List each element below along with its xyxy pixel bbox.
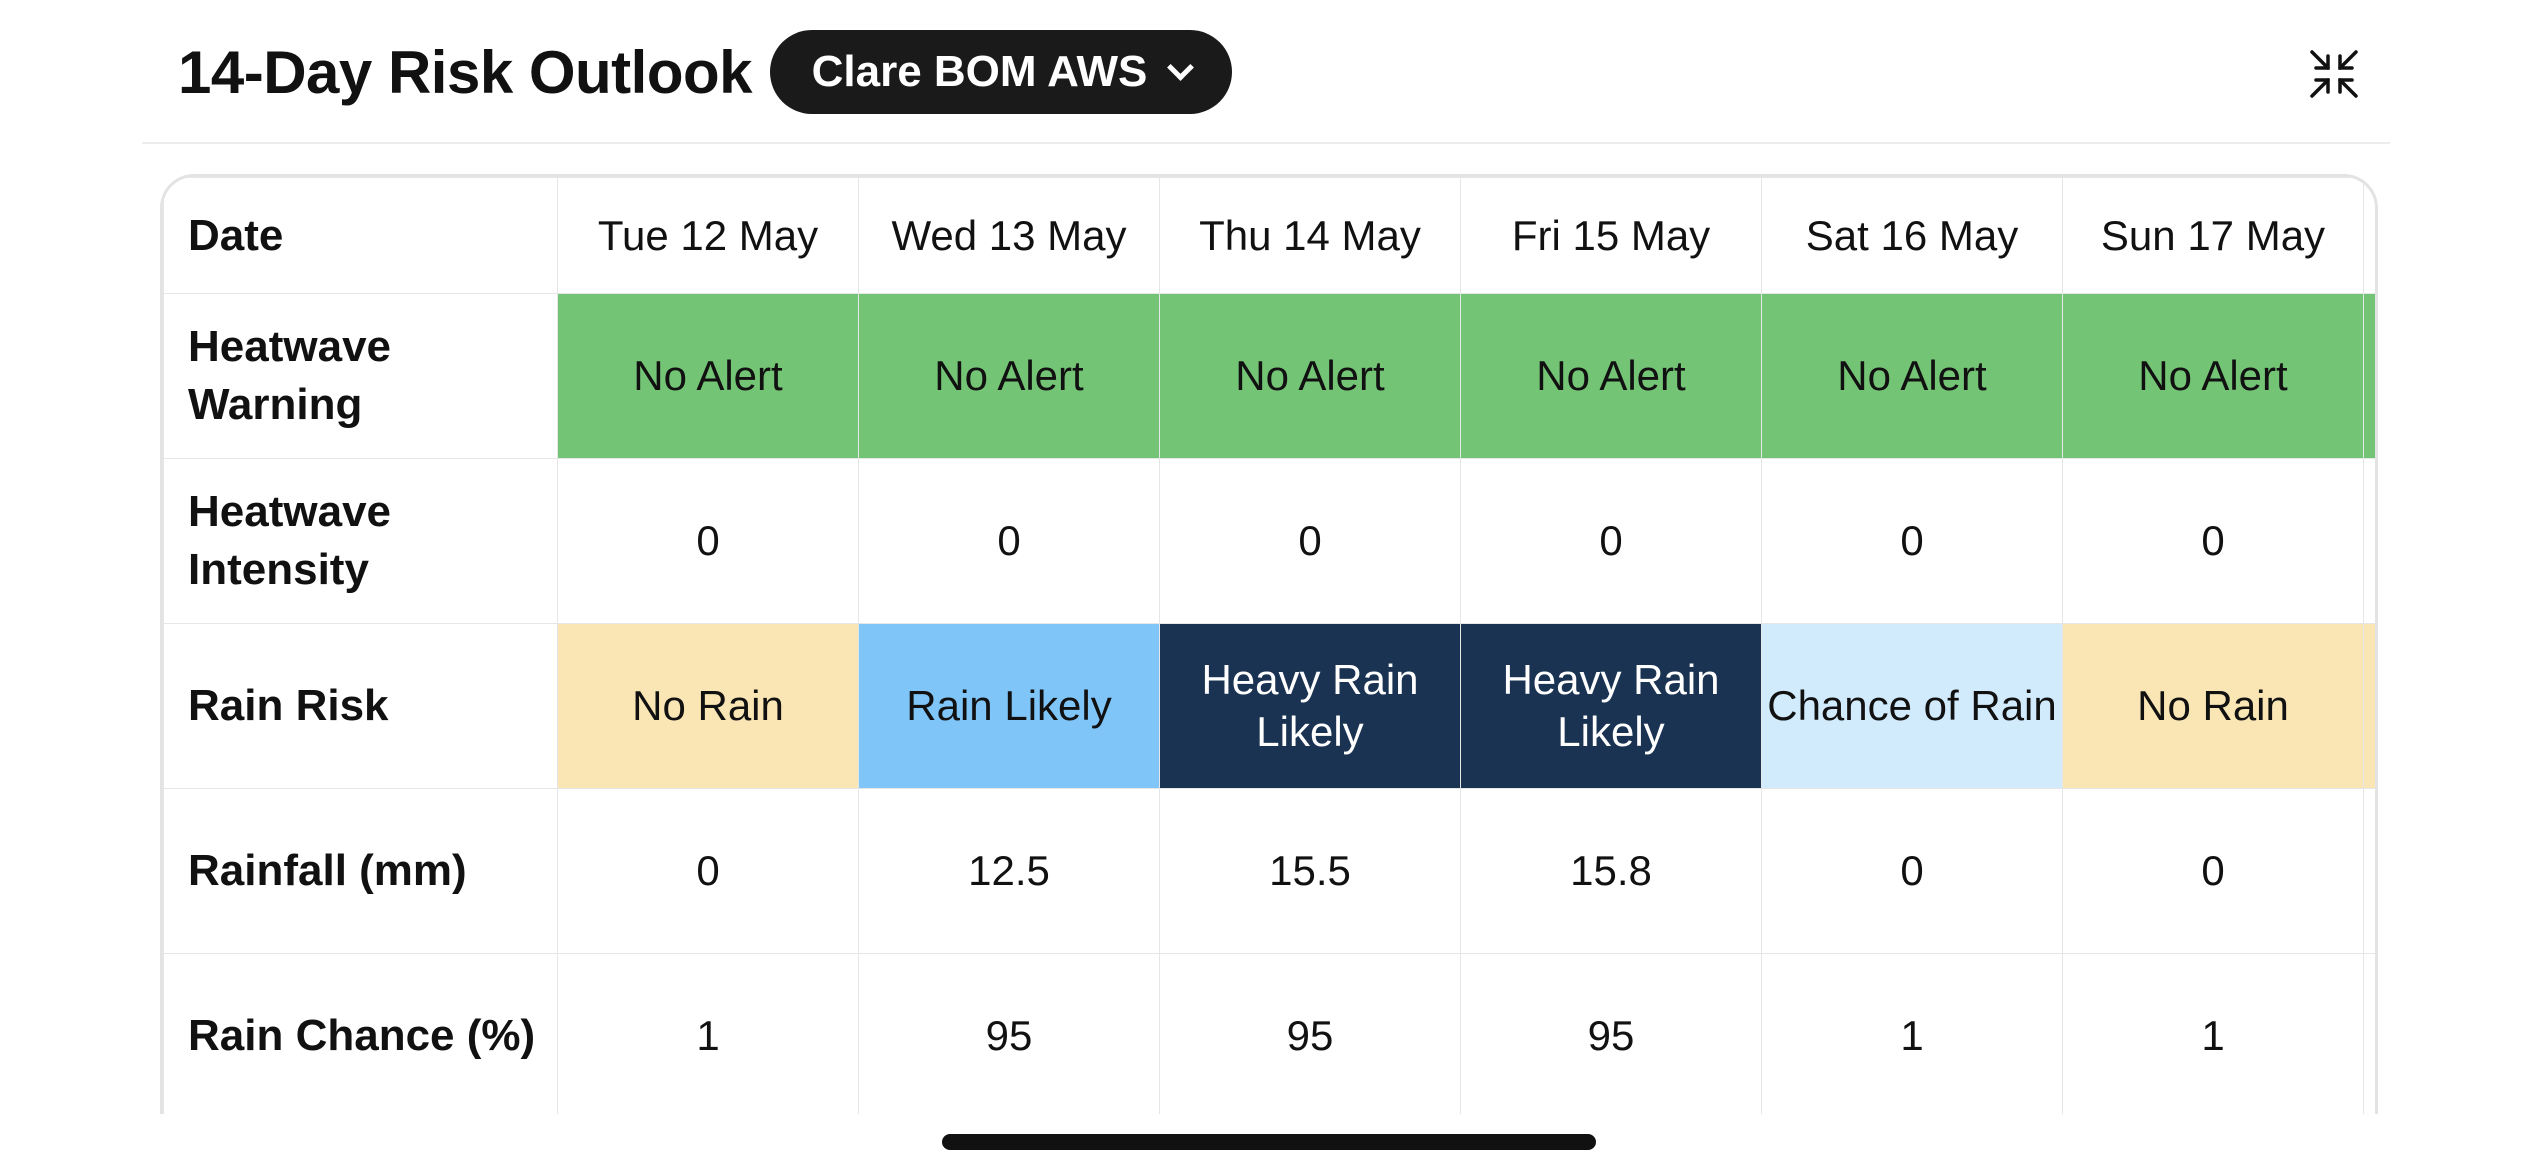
- rain-chance-cell: [2363, 953, 2375, 1114]
- row-label-rainfall: Rainfall (mm): [163, 788, 558, 954]
- rainfall-cell: 15.8: [1460, 788, 1762, 954]
- rain-chance-cell: 95: [858, 953, 1160, 1114]
- date-header: [2363, 177, 2375, 294]
- rain-chance-cell: 1: [557, 953, 859, 1114]
- rain-risk-cell: Rain Likely: [858, 623, 1160, 789]
- date-header: Tue 12 May: [557, 177, 859, 294]
- station-selector-button[interactable]: Clare BOM AWS: [770, 30, 1232, 114]
- rainfall-cell: 15.5: [1159, 788, 1461, 954]
- heatwave-intensity-cell: 0: [1460, 458, 1762, 624]
- heatwave-warning-cell: No Alert: [858, 293, 1160, 459]
- home-indicator[interactable]: [942, 1134, 1596, 1150]
- heatwave-warning-cell: No Alert: [2062, 293, 2364, 459]
- header: 14-Day Risk Outlook Clare BOM AWS: [0, 0, 2532, 144]
- heatwave-intensity-cell: 0: [1761, 458, 2063, 624]
- row-label-rain-risk: Rain Risk: [163, 623, 558, 789]
- row-label-rain-chance: Rain Chance (%): [163, 953, 558, 1114]
- station-selector-label: Clare BOM AWS: [811, 47, 1148, 96]
- rain-chance-row: Rain Chance (%) 1 95 95 95 1 1: [163, 953, 2375, 1114]
- heatwave-intensity-row: Heatwave Intensity 0 0 0 0 0 0: [163, 458, 2375, 624]
- rain-risk-cell: [2363, 623, 2375, 789]
- heatwave-intensity-cell: 0: [2062, 458, 2364, 624]
- heatwave-warning-cell: [2363, 293, 2375, 459]
- rain-risk-cell: No Rain: [557, 623, 859, 789]
- row-label-heatwave-intensity: Heatwave Intensity: [163, 458, 558, 624]
- heatwave-warning-row: Heatwave Warning No Alert No Alert No Al…: [163, 293, 2375, 459]
- chevron-down-icon: [1167, 53, 1195, 81]
- heatwave-intensity-cell: 0: [1159, 458, 1461, 624]
- date-header: Thu 14 May: [1159, 177, 1461, 294]
- rain-chance-cell: 1: [1761, 953, 2063, 1114]
- heatwave-intensity-cell: 0: [557, 458, 859, 624]
- heatwave-warning-cell: No Alert: [557, 293, 859, 459]
- rainfall-cell: [2363, 788, 2375, 954]
- heatwave-warning-cell: No Alert: [1761, 293, 2063, 459]
- rain-risk-row: Rain Risk No Rain Rain Likely Heavy Rain…: [163, 623, 2375, 789]
- date-header: Sun 17 May: [2062, 177, 2364, 294]
- rain-risk-cell: Heavy Rain Likely: [1460, 623, 1762, 789]
- rainfall-cell: 0: [557, 788, 859, 954]
- date-header: Fri 15 May: [1460, 177, 1762, 294]
- date-row: Date Tue 12 May Wed 13 May Thu 14 May Fr…: [163, 177, 2375, 294]
- rain-risk-cell: Chance of Rain: [1761, 623, 2063, 789]
- row-label-heatwave-warning: Heatwave Warning: [163, 293, 558, 459]
- collapse-button[interactable]: [2304, 44, 2364, 104]
- row-label-date: Date: [163, 177, 558, 294]
- risk-outlook-table[interactable]: Date Tue 12 May Wed 13 May Thu 14 May Fr…: [160, 174, 2378, 1114]
- rain-chance-cell: 95: [1460, 953, 1762, 1114]
- collapse-icon: [2310, 50, 2358, 98]
- heatwave-intensity-cell: [2363, 458, 2375, 624]
- rainfall-cell: 12.5: [858, 788, 1160, 954]
- date-header: Sat 16 May: [1761, 177, 2063, 294]
- rain-risk-cell: No Rain: [2062, 623, 2364, 789]
- heatwave-warning-cell: No Alert: [1460, 293, 1762, 459]
- rain-chance-cell: 95: [1159, 953, 1461, 1114]
- rainfall-cell: 0: [1761, 788, 2063, 954]
- heatwave-warning-cell: No Alert: [1159, 293, 1461, 459]
- date-header: Wed 13 May: [858, 177, 1160, 294]
- header-divider: [142, 142, 2390, 144]
- page-title: 14-Day Risk Outlook: [178, 39, 753, 106]
- heatwave-intensity-cell: 0: [858, 458, 1160, 624]
- rain-risk-cell: Heavy Rain Likely: [1159, 623, 1461, 789]
- rain-chance-cell: 1: [2062, 953, 2364, 1114]
- rainfall-row: Rainfall (mm) 0 12.5 15.5 15.8 0 0: [163, 788, 2375, 954]
- rainfall-cell: 0: [2062, 788, 2364, 954]
